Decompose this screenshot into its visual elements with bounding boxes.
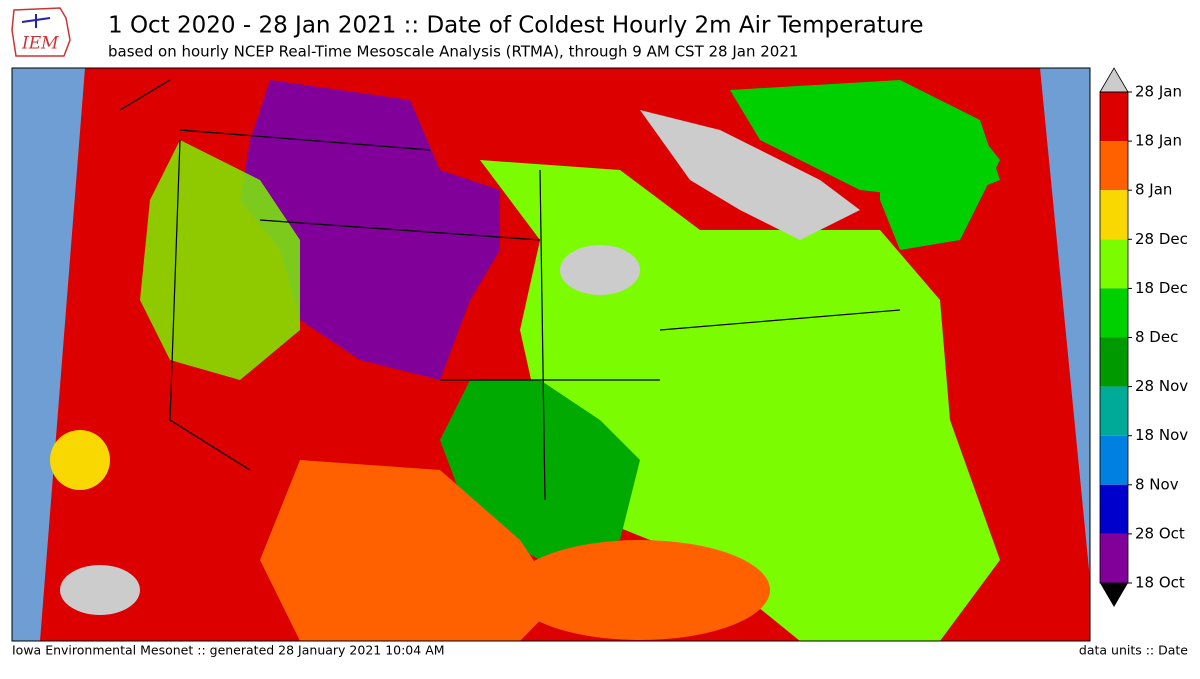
region-pacific-gold [50, 430, 110, 490]
region-west-green [140, 140, 300, 380]
colorbar-segment [1100, 484, 1128, 534]
region-mexico-orange [260, 460, 560, 641]
colorbar-segment [1100, 92, 1128, 142]
colorbar-segment [1100, 141, 1128, 191]
logo-text: IEM [21, 34, 59, 54]
colorbar-label: 28 Dec [1135, 230, 1188, 248]
colorbar-label: 8 Nov [1135, 475, 1179, 493]
region-gulf-orange [510, 540, 770, 640]
colorbar-segment [1100, 337, 1128, 387]
colorbar-label: 8 Dec [1135, 328, 1178, 346]
region-lakes-gray [640, 110, 860, 240]
colorbar-label: 18 Jan [1135, 132, 1182, 150]
subtitle: based on hourly NCEP Real-Time Mesoscale… [108, 43, 798, 61]
footer-right: data units :: Date [1079, 643, 1188, 658]
map [11, 67, 1091, 642]
logo-mark [21, 14, 51, 28]
colorbar: 28 Jan 18 Jan 8 Jan 28 Dec 18 Dec 8 Dec 28 Nov… [1099, 67, 1188, 607]
colorbar-segment [1100, 435, 1128, 485]
colorbar-label: 28 Jan [1135, 83, 1182, 101]
colorbar-label: 28 Oct [1135, 524, 1185, 542]
colorbar-segment [1100, 190, 1128, 240]
colorbar-label: 18 Oct [1135, 574, 1185, 592]
colorbar-segment [1100, 288, 1128, 338]
region-baja-gray [60, 565, 140, 615]
logo-outline [11, 7, 71, 57]
title: 1 Oct 2020 - 28 Jan 2021 :: Date of Cold… [108, 13, 923, 39]
logo: IEM [11, 7, 71, 57]
colorbar-label: 18 Nov [1135, 426, 1188, 444]
colorbar-under [1100, 583, 1128, 607]
colorbar-label: 28 Nov [1135, 377, 1188, 395]
colorbar-label: 8 Jan [1135, 181, 1172, 199]
map-frame [11, 67, 1091, 642]
colorbar-segment [1100, 533, 1128, 583]
footer-left: Iowa Environmental Mesonet :: generated … [12, 643, 445, 658]
colorbar-segment [1100, 386, 1128, 436]
colorbar-segment [1100, 239, 1128, 289]
region-purple [240, 80, 500, 380]
colorbar-over [1099, 67, 1129, 93]
region-ne-green [880, 110, 1000, 250]
boundaries [119, 79, 901, 501]
colorbar-label: 18 Dec [1135, 279, 1188, 297]
region-iowa-gray [560, 245, 640, 295]
